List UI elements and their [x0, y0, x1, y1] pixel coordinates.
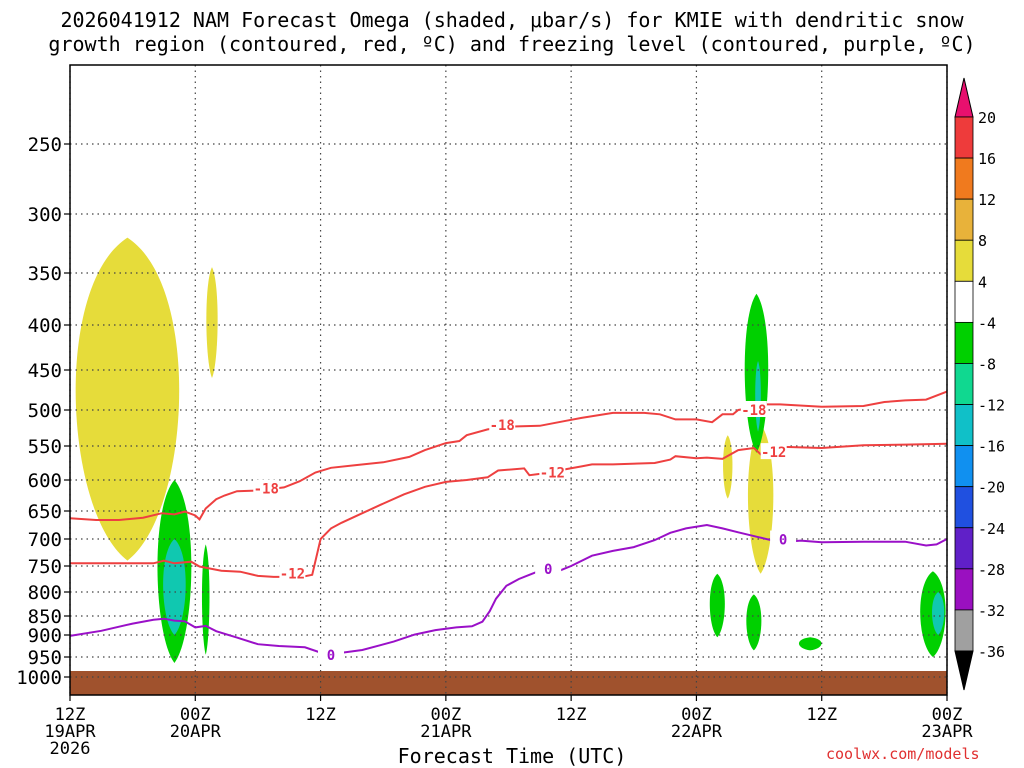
contour-label--12-1: -12: [540, 466, 565, 482]
x-tick-label-36-0: 00Z: [430, 705, 461, 725]
contour-label--12-0: -12: [280, 566, 305, 582]
colorbar-label-7: -12: [978, 397, 1005, 415]
contour-label-bg: [760, 443, 787, 460]
colorbar-top-triangle: [954, 77, 974, 118]
colorbar-label-4: 4: [978, 273, 987, 291]
x-tick-label-48-0: 12Z: [556, 705, 587, 725]
colorbar-band-11: [954, 568, 974, 611]
site-credit: coolwx.com/models: [826, 745, 980, 763]
colorbar-band-5: [954, 321, 974, 364]
contour-0: [69, 523, 948, 655]
x-tick-label-24-0: 12Z: [305, 705, 336, 725]
contour-label--18-2: -18: [741, 403, 766, 419]
colorbar-bottom-triangle: [954, 650, 974, 691]
y-tick-label-400: 400: [28, 315, 62, 337]
grid: [69, 65, 948, 695]
omega-region-8: [746, 594, 762, 651]
contour-label-bg: [279, 564, 306, 581]
contour-label-bg: [770, 530, 797, 547]
colorbar-label-6: -8: [978, 355, 996, 373]
omega-region-9: [798, 637, 822, 651]
omega-region-7: [709, 573, 725, 638]
colorbar-label-3: 8: [978, 232, 987, 250]
colorbar-label-12: -32: [978, 602, 1005, 620]
x-tick-label-12-0: 00Z: [180, 705, 211, 725]
y-tick-label-500: 500: [28, 400, 62, 422]
plot-frame: [69, 64, 948, 696]
x-tick-label-0-1: 19APR: [44, 722, 96, 742]
contour--18: [69, 390, 948, 521]
y-tick-label-850: 850: [28, 606, 62, 628]
omega-region-1: [206, 267, 218, 378]
y-tick-label-300: 300: [28, 204, 62, 226]
colorbar-band-3: [954, 239, 974, 282]
contour-label-bg: [253, 479, 280, 496]
y-tick-label-700: 700: [28, 529, 62, 551]
x-tick-label-0-2: 2026: [50, 739, 91, 759]
chart-title-line-2: growth region (contoured, red, ºC) and f…: [48, 32, 976, 56]
colorbar-band-6: [954, 363, 974, 405]
contour-label-0-1: 0: [544, 562, 552, 578]
colorbar-label-10: -24: [978, 520, 1005, 538]
x-tick-label-0-0: 12Z: [55, 705, 86, 725]
omega-region-2: [723, 435, 733, 499]
colorbar-band-12: [954, 609, 974, 652]
y-tick-label-550: 550: [28, 436, 62, 458]
y-tick-label-800: 800: [28, 582, 62, 604]
colorbar-band-8: [954, 445, 974, 488]
y-tick-label-600: 600: [28, 470, 62, 492]
colorbar-label-5: -4: [978, 314, 996, 332]
y-tick-label-750: 750: [28, 556, 62, 578]
contour-label-bg: [318, 645, 345, 662]
colorbar-label-0: 20: [978, 109, 996, 127]
chart-title-line-1: 2026041912 NAM Forecast Omega (shaded, μ…: [60, 8, 964, 32]
colorbar-band-0: [954, 116, 974, 159]
colorbar-label-1: 16: [978, 150, 996, 168]
colorbar-label-2: 12: [978, 191, 996, 209]
y-tick-label-450: 450: [28, 360, 62, 382]
contour-label--18-0: -18: [254, 482, 279, 498]
y-tick-label-900: 900: [28, 625, 62, 647]
y-tick-label-1000: 1000: [16, 667, 62, 689]
omega-region-13: [932, 592, 945, 635]
contour-label--18-1: -18: [490, 418, 515, 434]
terrain: [70, 671, 947, 695]
x-tick-label-60-1: 22APR: [671, 722, 723, 742]
x-tick-label-72-0: 12Z: [806, 705, 837, 725]
colorbar-band-9: [954, 486, 974, 529]
y-tick-label-350: 350: [28, 263, 62, 285]
colorbar-band-7: [954, 404, 974, 447]
colorbar-band-10: [954, 527, 974, 570]
colorbar-label-11: -28: [978, 561, 1005, 579]
colorbar-label-8: -16: [978, 438, 1005, 456]
x-tick-label-84-0: 00Z: [932, 705, 963, 725]
contour-label-bg: [489, 416, 516, 433]
contour--12: [70, 442, 948, 578]
colorbar-band-2: [954, 198, 974, 241]
x-tick-label-12-1: 20APR: [170, 722, 222, 742]
colorbar-label-13: -36: [978, 643, 1005, 661]
contour-label-0-2: 0: [779, 533, 787, 549]
contour-label-bg: [539, 463, 566, 480]
x-tick-label-36-1: 21APR: [420, 722, 472, 742]
colorbar-label-9: -20: [978, 479, 1005, 497]
y-tick-label-250: 250: [28, 134, 62, 156]
x-tick-label-60-0: 00Z: [681, 705, 712, 725]
contour-label-bg: [535, 560, 562, 577]
y-tick-label-950: 950: [28, 647, 62, 669]
contour-label--12-2: -12: [761, 445, 786, 461]
y-tick-label-650: 650: [28, 501, 62, 523]
contour-label-bg: [740, 401, 767, 417]
omega-region-5: [201, 544, 210, 655]
x-axis-label: Forecast Time (UTC): [397, 744, 627, 768]
contour-label-0-0: 0: [327, 648, 335, 664]
colorbar-band-1: [954, 157, 974, 200]
x-tick-label-84-1: 23APR: [921, 722, 973, 742]
colorbar-band-4: [954, 280, 974, 323]
